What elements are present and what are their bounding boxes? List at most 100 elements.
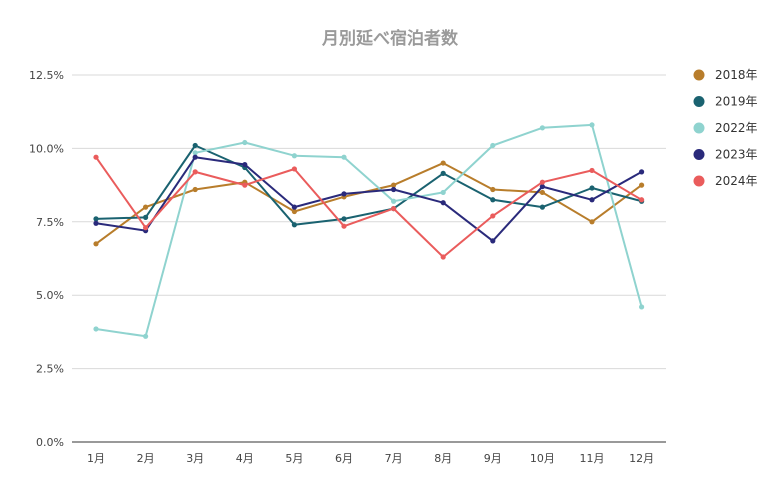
data-point [589, 167, 595, 174]
data-point [589, 185, 595, 191]
data-point [539, 189, 546, 196]
data-point [391, 205, 397, 212]
legend-label: 2023年 [715, 148, 758, 162]
data-point [242, 139, 248, 146]
y-tick-label: 2.5% [36, 363, 64, 376]
data-point [391, 186, 397, 193]
legend-marker [693, 175, 705, 187]
data-point [440, 189, 446, 196]
data-point [93, 220, 99, 226]
legend-item: 2019年 [693, 95, 758, 109]
data-point [440, 160, 446, 166]
data-point [192, 186, 198, 193]
x-tick-label: 5月 [285, 452, 303, 465]
data-point [341, 191, 347, 197]
data-point [192, 142, 198, 149]
series-4 [93, 154, 645, 260]
legend-marker [693, 69, 705, 81]
data-point [539, 183, 546, 190]
data-point [291, 208, 297, 215]
data-point [341, 154, 347, 160]
legend-label: 2024年 [715, 174, 758, 188]
data-point [490, 213, 496, 219]
y-tick-label: 7.5% [36, 216, 64, 229]
x-tick-label: 7月 [385, 452, 403, 465]
data-point [143, 333, 149, 339]
legend-marker [693, 122, 705, 134]
x-tick-label: 6月 [335, 452, 353, 465]
x-tick-label: 2月 [137, 452, 155, 465]
data-point [639, 304, 645, 310]
y-tick-labels: 0.0% 2.5% 5.0% 7.5% 10.0% 12.5% [29, 69, 64, 449]
series-3 [93, 154, 645, 244]
legend-label: 2022年 [715, 121, 758, 135]
x-tick-label: 3月 [186, 452, 204, 465]
x-tick-label: 8月 [434, 452, 452, 465]
data-point [490, 186, 496, 193]
y-tick-label: 10.0% [29, 142, 64, 155]
data-point [490, 142, 496, 149]
data-point [639, 169, 645, 175]
data-point [589, 197, 595, 203]
legend-label: 2019年 [715, 95, 758, 109]
data-point [639, 197, 645, 203]
legend-item: 2022年 [693, 121, 758, 135]
data-point [291, 222, 297, 228]
series-line [95, 156, 643, 258]
data-point [639, 182, 645, 188]
data-point [143, 225, 149, 231]
series-2 [93, 122, 645, 339]
data-point [391, 182, 397, 188]
data-point [93, 216, 99, 222]
data-point [242, 182, 248, 188]
data-point [539, 125, 546, 131]
data-point [93, 326, 99, 332]
x-tick-label: 10月 [530, 452, 555, 465]
series-line [95, 162, 643, 245]
data-point [440, 254, 446, 260]
data-point [291, 166, 297, 172]
data-point [391, 198, 397, 204]
series-line [95, 123, 643, 338]
data-point [341, 223, 347, 229]
series-line [95, 144, 643, 226]
legend-item: 2023年 [693, 148, 758, 162]
x-tick-labels: 1月 2月 3月 4月 5月 6月 7月 8月 9月 10月 11月 12月 [87, 452, 654, 465]
y-tick-label: 12.5% [29, 69, 64, 82]
x-tick-label: 9月 [484, 452, 502, 465]
series-lines [93, 122, 645, 339]
data-point [440, 200, 446, 206]
data-point [539, 179, 546, 185]
data-point [192, 169, 198, 175]
chart-title: 月別延べ宿泊者数 [321, 28, 459, 49]
data-point [589, 122, 595, 128]
legend-item: 2018年 [693, 68, 758, 82]
series-line [95, 156, 643, 242]
data-point [341, 216, 347, 222]
data-point [242, 161, 248, 168]
x-tick-label: 11月 [580, 452, 605, 465]
data-point [539, 204, 546, 210]
data-point [143, 214, 149, 220]
x-tick-label: 1月 [87, 452, 105, 465]
legend-item: 2024年 [693, 174, 758, 188]
y-tick-label: 5.0% [36, 289, 64, 302]
legend-marker [693, 96, 705, 107]
data-point [291, 153, 297, 159]
legend: 2018年 2019年 2022年 2023年 2024年 [693, 68, 758, 188]
data-point [589, 219, 595, 225]
data-point [143, 204, 149, 210]
x-tick-label: 12月 [629, 452, 654, 465]
data-point [440, 170, 446, 176]
data-point [93, 154, 99, 160]
data-point [291, 204, 297, 210]
legend-label: 2018年 [715, 68, 758, 82]
gridlines [72, 74, 666, 370]
data-point [490, 197, 496, 203]
data-point [192, 150, 198, 156]
data-point [192, 154, 198, 160]
legend-marker [693, 149, 705, 160]
data-point [93, 241, 99, 247]
y-tick-label: 0.0% [36, 436, 64, 449]
